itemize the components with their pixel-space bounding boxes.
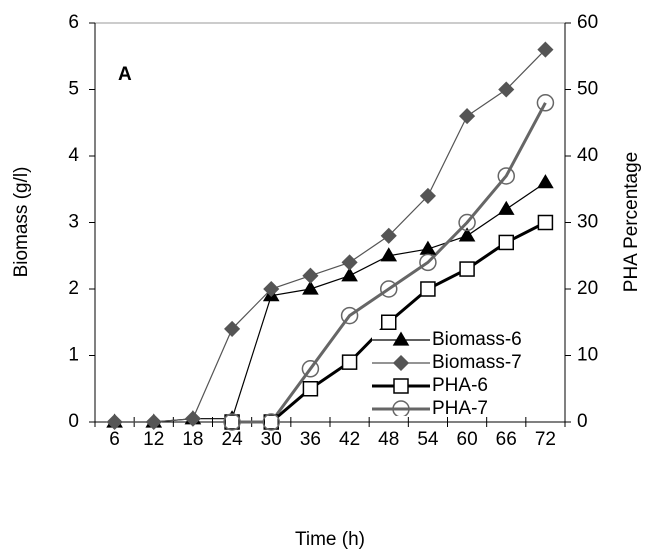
y2-tick-label: 40: [577, 145, 598, 166]
data-point: [459, 261, 475, 277]
x-axis-title: Time (h): [295, 529, 365, 550]
y-tick-label: 3: [68, 212, 79, 233]
data-point: [498, 81, 515, 98]
data-point: [341, 254, 358, 271]
legend-marker: [393, 378, 409, 394]
x-tick-label: 24: [222, 429, 244, 450]
legend-label: PHA-7: [432, 398, 488, 419]
data-point: [223, 413, 241, 431]
data-point: [536, 94, 555, 112]
data-point: [301, 360, 320, 378]
x-tick-label: 54: [417, 429, 439, 450]
x-tick-label: 18: [182, 429, 203, 450]
y2-tick-label: 60: [577, 12, 598, 33]
data-point: [340, 306, 359, 325]
x-tick-label: 42: [339, 429, 360, 450]
legend-marker: [392, 400, 410, 416]
data-point: [184, 410, 201, 427]
data-point: [262, 413, 280, 431]
y2-tick-label: 0: [577, 411, 588, 432]
data-point: [380, 227, 397, 244]
data-point: [380, 280, 398, 298]
data-point: [497, 167, 515, 185]
x-tick-label: 60: [457, 429, 478, 450]
data-point: [459, 108, 476, 125]
x-tick-label: 6: [109, 429, 120, 450]
y-tick-label: 1: [68, 345, 79, 366]
y-tick-label: 2: [68, 278, 79, 299]
data-point: [341, 267, 358, 282]
series-line: [232, 102, 547, 424]
legend-label: Biomass-7: [432, 352, 522, 373]
y2-axis-title: PHA Percentage: [621, 152, 642, 292]
data-point: [420, 281, 436, 297]
data-point: [380, 247, 398, 262]
data-point: [263, 280, 280, 298]
data-point: [497, 200, 515, 215]
x-tick-label: 30: [261, 429, 282, 450]
data-point: [381, 314, 397, 330]
data-point: [302, 267, 319, 284]
data-point: [537, 41, 554, 58]
data-point: [224, 414, 240, 430]
panel-label: A: [118, 64, 132, 85]
legend-label: PHA-6: [432, 375, 488, 396]
data-point: [419, 187, 436, 204]
y2-tick-label: 50: [577, 79, 598, 100]
data-point: [537, 174, 554, 189]
y-tick-label: 6: [68, 12, 79, 33]
x-tick-label: 72: [535, 429, 556, 450]
data-point: [537, 214, 554, 231]
data-point: [458, 213, 476, 232]
data-point: [106, 413, 123, 431]
y-tick-label: 0: [68, 411, 79, 432]
data-point: [302, 381, 319, 397]
data-point: [263, 414, 279, 430]
y-tick-label: 5: [68, 79, 79, 100]
data-point: [302, 280, 319, 295]
data-point: [498, 234, 514, 251]
legend-marker: [392, 331, 410, 346]
data-point: [419, 253, 437, 272]
data-point: [458, 227, 476, 242]
y-tick-label: 4: [68, 145, 79, 166]
x-tick-label: 12: [143, 429, 164, 450]
y2-tick-label: 20: [577, 278, 598, 299]
y2-tick-label: 30: [577, 212, 598, 233]
legend-marker: [392, 354, 410, 372]
y-axis-title: Biomass (g/l): [11, 167, 32, 278]
x-tick-label: 36: [300, 429, 321, 450]
legend-label: Biomass-6: [432, 329, 522, 350]
x-tick-label: 48: [378, 429, 399, 450]
data-point: [224, 320, 241, 337]
x-tick-label: 66: [496, 429, 517, 450]
data-point: [145, 413, 162, 431]
y2-tick-label: 10: [577, 345, 598, 366]
data-point: [341, 354, 358, 370]
